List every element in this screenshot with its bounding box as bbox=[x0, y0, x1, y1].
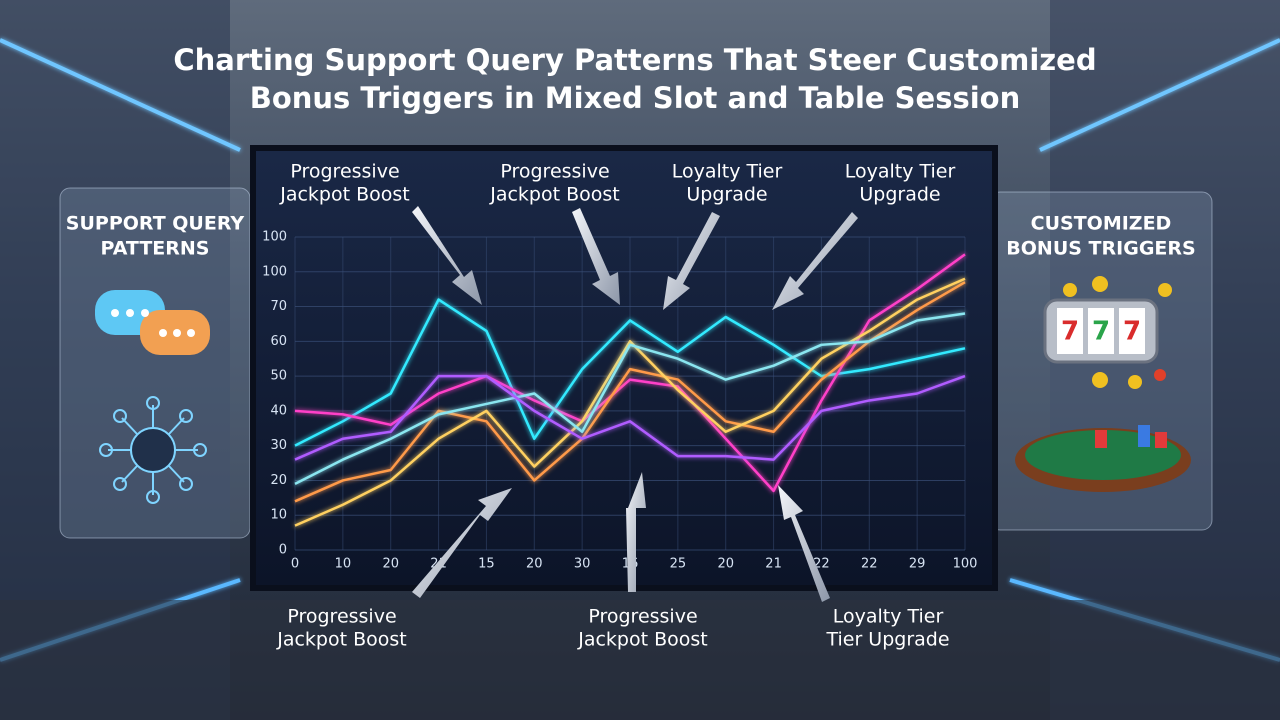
side-panel-title: PATTERNS bbox=[101, 238, 210, 260]
annotation-label: Progressive bbox=[290, 161, 399, 183]
y-tick-label: 50 bbox=[270, 369, 287, 384]
y-tick-label: 40 bbox=[270, 403, 287, 418]
floor bbox=[0, 600, 1280, 720]
x-tick-label: 20 bbox=[717, 557, 734, 572]
x-tick-label: 15 bbox=[478, 557, 495, 572]
series-line bbox=[294, 277, 966, 527]
chat-icon bbox=[95, 290, 210, 355]
network-icon bbox=[99, 396, 207, 504]
side-panel-title: SUPPORT QUERY bbox=[66, 213, 245, 235]
side-panel-title: BONUS TRIGGERS bbox=[1006, 238, 1195, 260]
annotation-label: Loyalty Tier bbox=[833, 606, 944, 628]
annotation-label: Loyalty Tier bbox=[845, 161, 956, 183]
y-tick-label: 100 bbox=[262, 230, 287, 245]
annotation-label: Upgrade bbox=[859, 184, 940, 206]
glass-wall bbox=[0, 0, 230, 720]
neon-strip bbox=[1039, 38, 1280, 152]
x-tick-label: 0 bbox=[291, 557, 299, 572]
y-tick-label: 10 bbox=[270, 508, 287, 523]
series-line bbox=[294, 281, 966, 503]
x-tick-label: 25 bbox=[670, 557, 687, 572]
y-tick-label: 60 bbox=[270, 334, 287, 349]
y-tick-label: 70 bbox=[270, 299, 287, 314]
x-tick-label: 100 bbox=[953, 557, 978, 572]
annotation-label: Upgrade bbox=[686, 184, 767, 206]
annotation-label: Loyalty Tier bbox=[672, 161, 783, 183]
y-tick-label: 30 bbox=[270, 438, 287, 453]
slot-machine-icon: 7 7 7 bbox=[1043, 276, 1172, 389]
y-tick-label: 0 bbox=[279, 543, 287, 558]
x-tick-label: 10 bbox=[335, 557, 352, 572]
y-tick-label: 100 bbox=[262, 264, 287, 279]
series-line bbox=[294, 312, 966, 486]
svg-text:7: 7 bbox=[1092, 317, 1110, 347]
series-line bbox=[294, 298, 966, 447]
screen bbox=[256, 151, 992, 585]
annotation-label: Jackpot Boost bbox=[577, 629, 708, 651]
svg-text:7: 7 bbox=[1123, 317, 1141, 347]
x-tick-label: 22 bbox=[861, 557, 878, 572]
svg-text:7: 7 bbox=[1061, 317, 1079, 347]
annotation-label: Jackpot Boost bbox=[489, 184, 620, 206]
x-tick-label: 21 bbox=[765, 557, 782, 572]
plot-area: 0102030405060701001000102021152030162520… bbox=[262, 230, 977, 572]
x-tick-label: 29 bbox=[909, 557, 926, 572]
annotation-label: Jackpot Boost bbox=[279, 184, 410, 206]
x-tick-label: 22 bbox=[813, 557, 830, 572]
annotation-label: Tier Upgrade bbox=[825, 629, 949, 651]
title-line: Bonus Triggers in Mixed Slot and Table S… bbox=[250, 81, 1021, 115]
x-tick-label: 20 bbox=[382, 557, 399, 572]
annotation-label: Progressive bbox=[500, 161, 609, 183]
table-icon bbox=[1015, 425, 1191, 492]
title-line: Charting Support Query Patterns That Ste… bbox=[173, 43, 1096, 77]
series-line bbox=[294, 374, 966, 461]
x-tick-label: 30 bbox=[574, 557, 591, 572]
annotation-label: Progressive bbox=[287, 606, 396, 628]
y-tick-label: 20 bbox=[270, 473, 287, 488]
annotation-label: Progressive bbox=[588, 606, 697, 628]
glass-wall bbox=[1050, 0, 1280, 720]
x-tick-label: 20 bbox=[526, 557, 543, 572]
side-panel-title: CUSTOMIZED bbox=[1031, 213, 1172, 235]
annotation-arrows bbox=[412, 206, 858, 602]
neon-strip bbox=[0, 38, 241, 152]
annotation-label: Jackpot Boost bbox=[276, 629, 407, 651]
